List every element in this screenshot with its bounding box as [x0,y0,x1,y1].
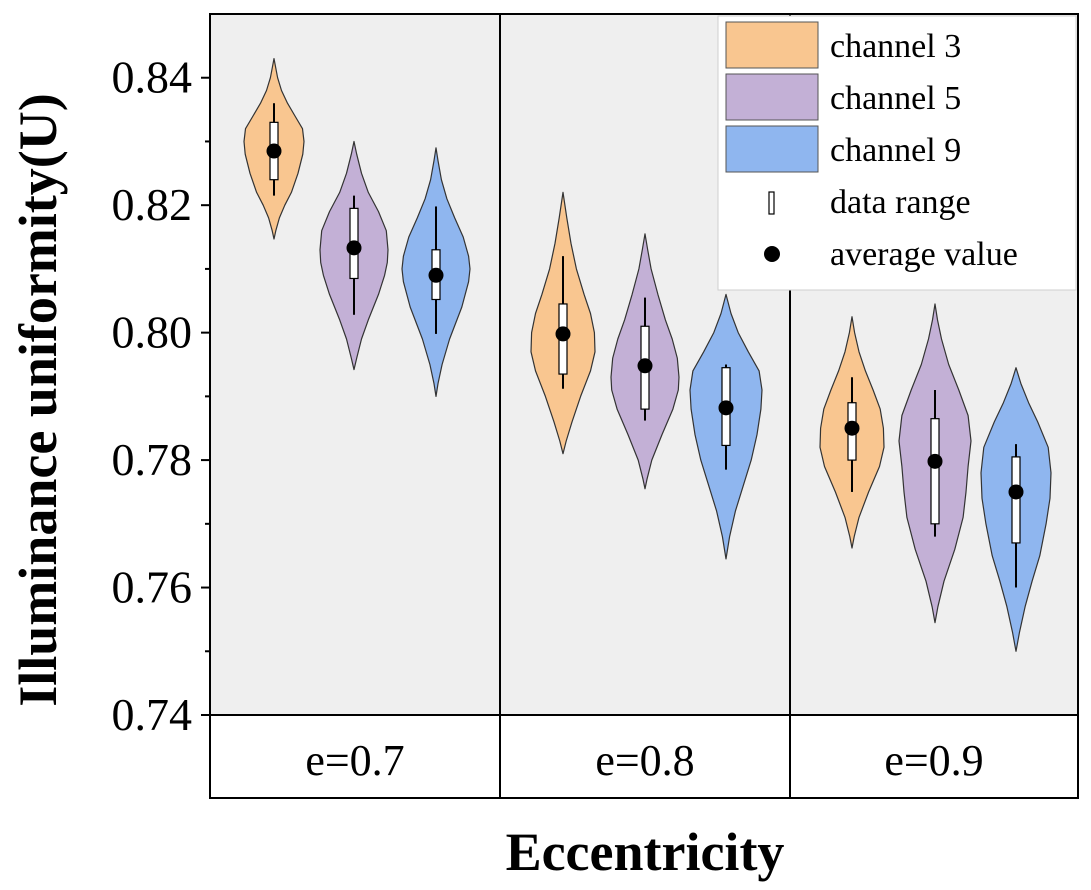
mean-point-group-1-channel-5 [346,240,362,256]
mean-point-group-3-channel-5 [927,453,943,469]
y-tick-label-5: 0.82 [112,179,193,230]
y-tick-labels: 0.74 0.76 0.78 0.80 0.82 0.84 [112,52,193,740]
legend-label-1: channel 3 [830,28,961,65]
mean-point-group-2-channel-5 [637,358,653,374]
legend-mean-symbol [764,246,780,262]
mean-point-group-1-channel-3 [266,143,282,159]
y-tick-label-3: 0.78 [112,434,193,485]
box-group-3-channel-5 [930,418,940,525]
legend-label-mean: average value [830,236,1018,273]
outer-frame [209,13,1079,799]
legend-swatch-1 [725,21,819,69]
y-tick-label-6: 0.84 [112,52,193,103]
mean-point-group-3-channel-9 [1008,484,1024,500]
category-label-2: e=0.8 [595,736,694,785]
legend-label-range: data range [830,184,971,221]
legend-label-3: channel 9 [830,132,961,169]
legend-swatch-2 [725,73,819,121]
legend-range-symbol [768,191,775,215]
legend: channel 3 channel 5 channel 9 data range ave… [717,15,1077,291]
legend-label-2: channel 5 [830,80,961,117]
legend-swatch-3 [725,125,819,173]
violin-layer [243,58,1052,652]
mean-point-group-2-channel-9 [718,400,734,416]
y-tick-label-4: 0.80 [112,307,193,358]
category-labels: e=0.7 e=0.8 e=0.9 [305,736,983,785]
mean-point-group-1-channel-9 [428,267,444,283]
mean-point-group-3-channel-3 [844,420,860,436]
y-tick-label-2: 0.76 [112,562,193,613]
y-axis-title: Illuminance uniformity(U) [8,93,68,707]
category-label-3: e=0.9 [884,736,983,785]
box-group-3-channel-9 [1011,456,1021,544]
category-label-1: e=0.7 [305,736,404,785]
mean-point-group-2-channel-3 [555,326,571,342]
x-axis-title: Eccentricity [506,822,785,882]
y-tick-label-1: 0.74 [112,689,193,740]
